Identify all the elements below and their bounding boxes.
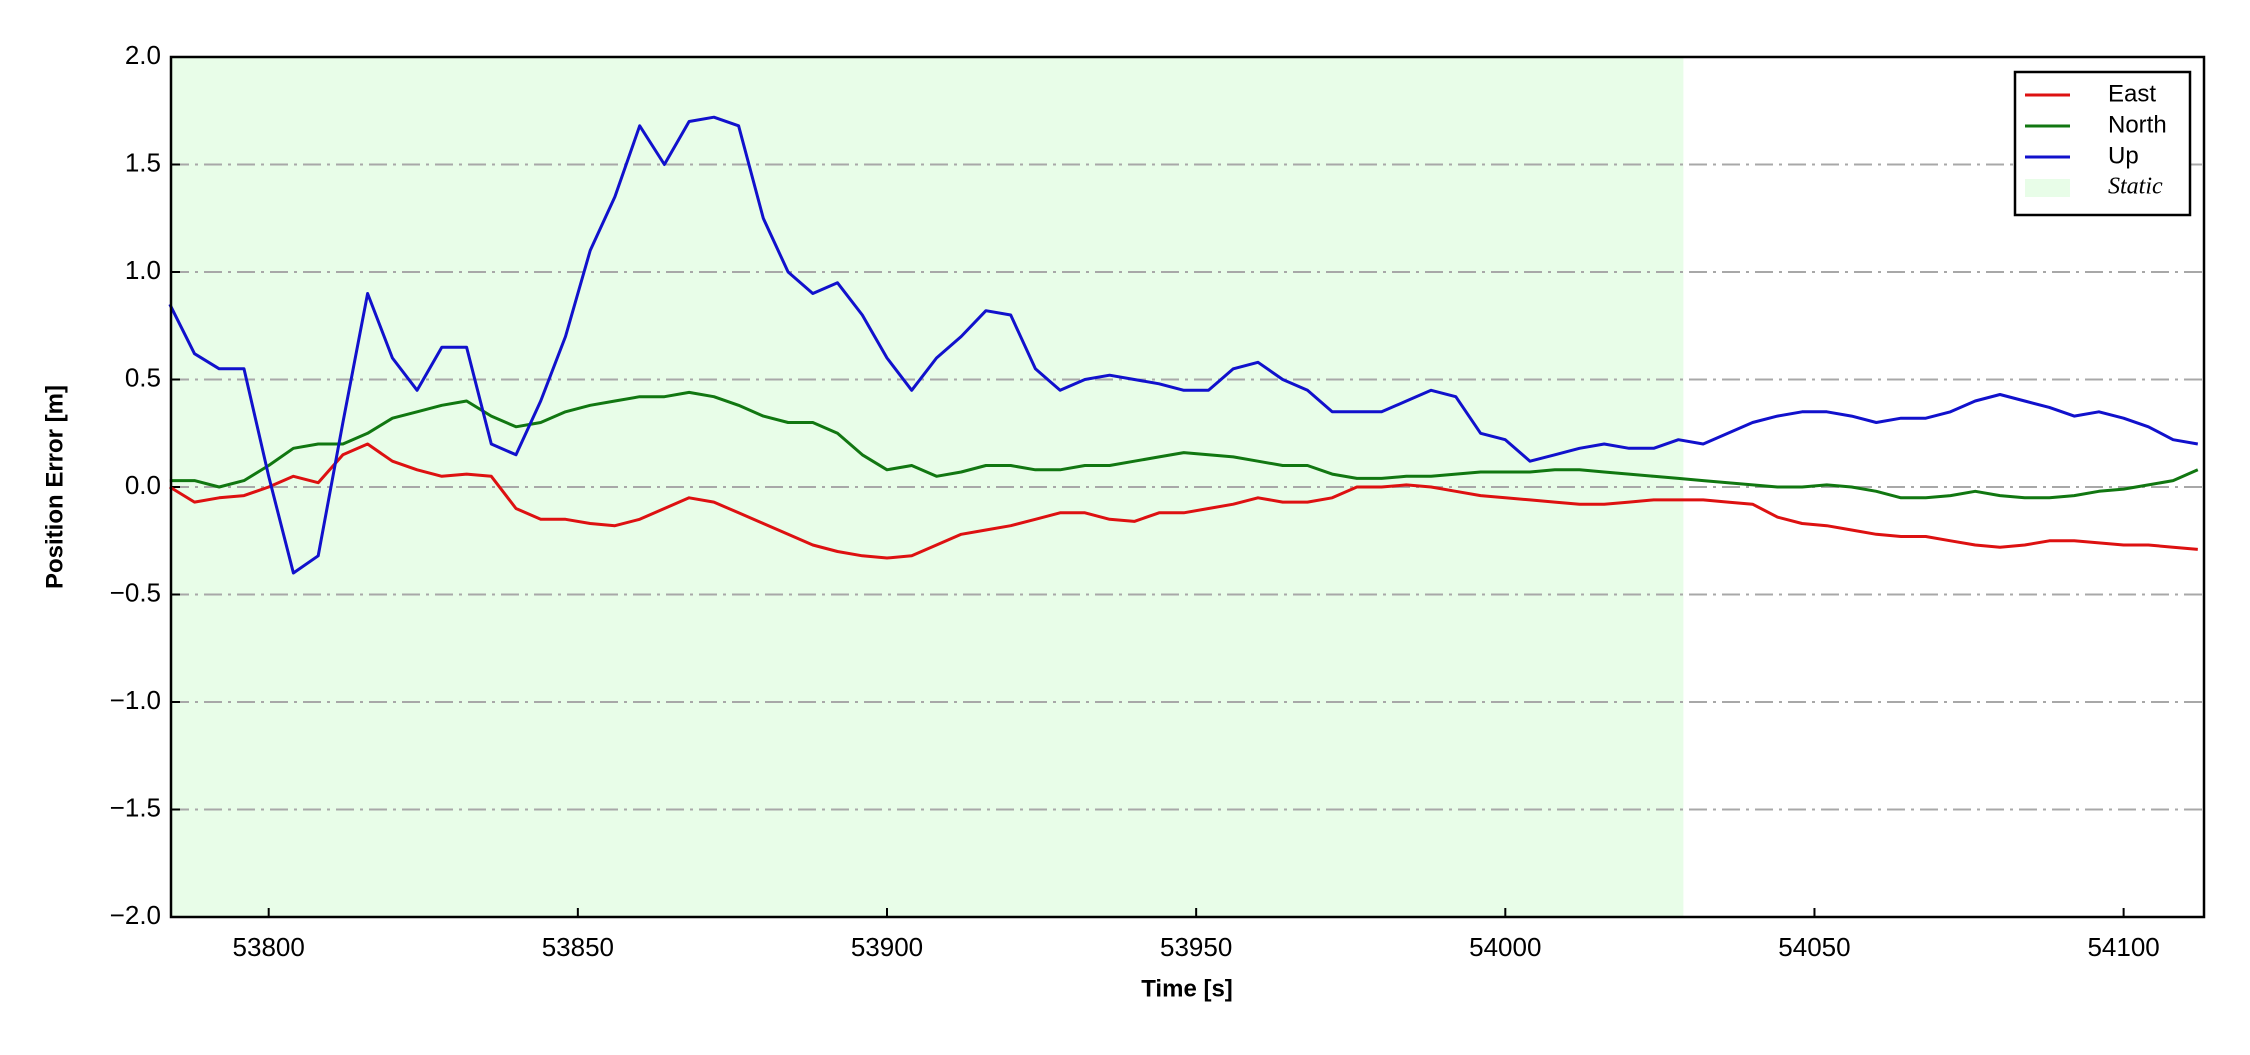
series-line (169, 390, 2199, 500)
x-tick-label: 54050 (1778, 932, 1850, 962)
y-tick-label: 0.5 (125, 362, 161, 392)
y-tick-label: 1.0 (125, 255, 161, 285)
series-line (168, 115, 2199, 575)
y-tick-label: −2.0 (110, 900, 161, 930)
y-tick-label: 2.0 (125, 40, 161, 70)
y-tick-label: 0.0 (125, 470, 161, 500)
static-region (171, 57, 1684, 917)
y-tick-label: −1.0 (110, 685, 161, 715)
legend-label: Static (2108, 174, 2163, 200)
legend-label: Up (2108, 142, 2139, 169)
y-axis-label: Position Error [m] (41, 385, 68, 589)
y-tick-label: −1.5 (110, 792, 161, 822)
x-tick-label: 54000 (1469, 932, 1541, 962)
legend-swatch (2025, 179, 2070, 197)
x-tick-label: 53850 (542, 932, 614, 962)
plot-frame (169, 55, 2206, 919)
x-axis-label: Time [s] (1141, 975, 1233, 1002)
x-tick-label: 54100 (2087, 932, 2159, 962)
legend-label: East (2108, 80, 2156, 107)
x-tick-label: 53950 (1160, 932, 1232, 962)
x-tick-label: 53800 (233, 932, 305, 962)
y-tick-label: 1.5 (125, 147, 161, 177)
legend-label: North (2108, 111, 2167, 138)
y-tick-label: −0.5 (110, 577, 161, 607)
series-line (169, 442, 2198, 560)
x-tick-label: 53900 (851, 932, 923, 962)
